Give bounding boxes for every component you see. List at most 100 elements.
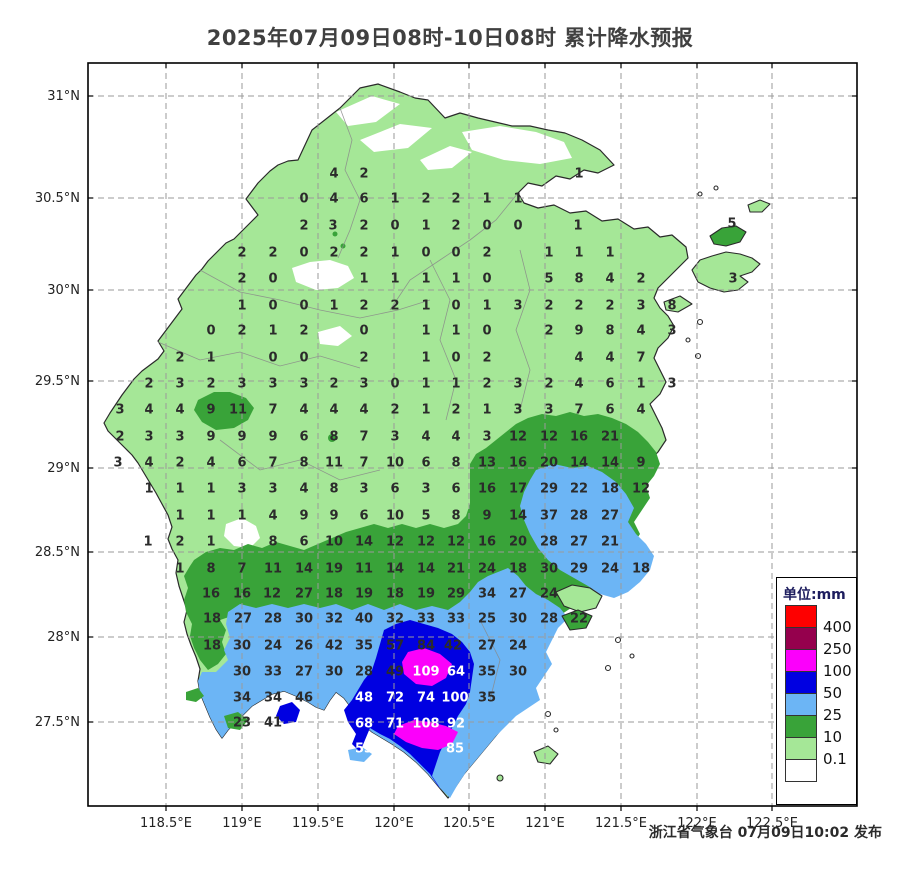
precip-value: 0 — [482, 272, 491, 287]
precip-value: 2 — [544, 299, 553, 314]
precip-value: 19 — [417, 587, 435, 602]
precip-value: 6 — [605, 377, 614, 392]
precip-value: 3 — [237, 377, 246, 392]
precip-value: 1 — [451, 377, 460, 392]
precip-value: 0 — [268, 299, 277, 314]
precip-value: 7 — [636, 351, 645, 366]
x-axis-label: 120.5°E — [443, 816, 495, 831]
precip-value: 1 — [573, 219, 582, 234]
precip-value: 3 — [144, 430, 153, 445]
precip-value: 16 — [478, 482, 496, 497]
precip-value: 33 — [417, 612, 435, 627]
precip-value: 14 — [601, 456, 619, 471]
precip-value: 14 — [355, 535, 373, 550]
precip-value: 4 — [206, 456, 215, 471]
precip-value: 27 — [295, 665, 313, 680]
legend-swatch — [785, 693, 817, 716]
precip-value: 6 — [299, 430, 308, 445]
precip-value: 0 — [268, 351, 277, 366]
precip-value: 18 — [203, 639, 221, 654]
precip-value: 28 — [540, 612, 558, 627]
precip-value: 8 — [299, 456, 308, 471]
precip-value: 16 — [478, 535, 496, 550]
precip-value: 5 — [544, 272, 553, 287]
precip-value: 4 — [605, 351, 614, 366]
precip-value: 0 — [206, 324, 215, 339]
precip-value: 28 — [540, 535, 558, 550]
precip-value: 4 — [451, 430, 460, 445]
precip-value: 5 — [421, 509, 430, 524]
precip-value: 1 — [206, 482, 215, 497]
precip-value: 2 — [359, 246, 368, 261]
precip-value: 0 — [299, 246, 308, 261]
precip-value: 10 — [386, 456, 404, 471]
precip-value: 53 — [355, 742, 373, 757]
precip-value: 7 — [268, 456, 277, 471]
precip-value: 6 — [421, 456, 430, 471]
precip-value: 8 — [667, 299, 676, 314]
precip-value: 3 — [544, 403, 553, 418]
precip-value: 108 — [412, 717, 439, 732]
precip-value: 8 — [574, 272, 583, 287]
precip-value: 40 — [355, 612, 373, 627]
x-axis-label: 120°E — [374, 816, 414, 831]
precip-value: 11 — [264, 562, 282, 577]
precip-value: 1 — [175, 509, 184, 524]
precip-value: 2 — [574, 299, 583, 314]
precip-value: 16 — [570, 430, 588, 445]
precip-value: 57 — [386, 639, 404, 654]
precip-value: 0 — [268, 272, 277, 287]
precip-value: 1 — [144, 482, 153, 497]
precip-value: 30 — [325, 665, 343, 680]
precip-value: 2 — [144, 377, 153, 392]
precip-value: 18 — [632, 562, 650, 577]
precip-value: 7 — [359, 456, 368, 471]
precip-value: 30 — [509, 612, 527, 627]
precip-value: 7 — [237, 562, 246, 577]
legend-title: 单位:mm — [783, 587, 846, 603]
precip-value: 2 — [544, 324, 553, 339]
precip-value: 6 — [359, 192, 368, 207]
precip-value: 9 — [206, 403, 215, 418]
precip-value: 32 — [386, 612, 404, 627]
precip-value: 2 — [329, 246, 338, 261]
precip-value: 2 — [482, 351, 491, 366]
precip-value: 1 — [513, 192, 522, 207]
legend-label: 50 — [823, 684, 843, 702]
precip-value: 1 — [237, 509, 246, 524]
precip-value: 92 — [447, 717, 465, 732]
precip-value: 1 — [421, 377, 430, 392]
precip-value: 0 — [451, 351, 460, 366]
precip-value: 22 — [570, 482, 588, 497]
precip-value: 4 — [329, 167, 338, 182]
precip-value: 2 — [482, 246, 491, 261]
precip-value: 7 — [268, 403, 277, 418]
x-axis-label: 121°E — [525, 816, 565, 831]
y-axis-label: 30°N — [47, 283, 80, 298]
precip-value: 3 — [359, 377, 368, 392]
precip-value: 21 — [601, 535, 619, 550]
precip-value: 6 — [451, 482, 460, 497]
precip-value: 0 — [451, 246, 460, 261]
precip-value: 4 — [175, 403, 184, 418]
precip-value: 30 — [540, 562, 558, 577]
precip-value: 1 — [390, 272, 399, 287]
precip-value: 3 — [299, 377, 308, 392]
legend-label: 0.1 — [823, 750, 847, 768]
precip-value: 1 — [574, 167, 583, 182]
x-axis-label: 122°E — [677, 816, 717, 831]
precip-value: 42 — [325, 639, 343, 654]
precip-value: 22 — [570, 612, 588, 627]
precip-value: 27 — [478, 639, 496, 654]
precip-values-layer: 4 2 10 4 6 1 2 2 1 12 3 2 0 1 2 0 0 1 52 2 0 2 2 1 0 0 2 1 1 12 0 1 1 1 1 0… — [113, 167, 737, 757]
precip-value: 30 — [295, 612, 313, 627]
precip-value: 6 — [299, 535, 308, 550]
precip-value: 4 — [144, 456, 153, 471]
precip-value: 2 — [115, 430, 124, 445]
precip-value: 4 — [329, 403, 338, 418]
precip-value: 29 — [540, 482, 558, 497]
precip-value: 11 — [355, 562, 373, 577]
precip-value: 30 — [509, 665, 527, 680]
precip-value: 2 — [206, 377, 215, 392]
